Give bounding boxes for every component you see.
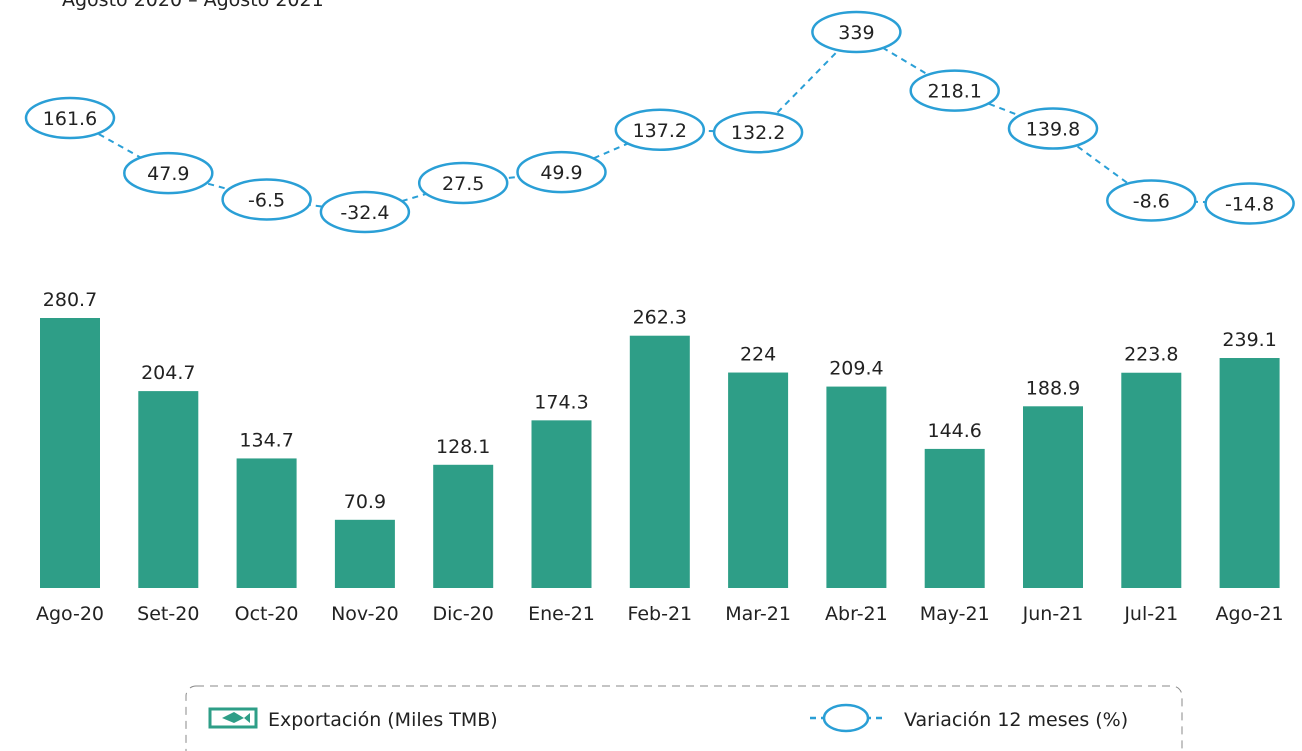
bar	[826, 386, 887, 588]
line-marker	[417, 161, 509, 205]
line-label: -14.8	[1225, 193, 1274, 215]
bar-label: 174.3	[534, 391, 588, 413]
bar-label: 262.3	[633, 307, 687, 329]
bar	[138, 391, 199, 588]
line-label: 137.2	[633, 120, 687, 142]
bar-label: 239.1	[1222, 329, 1276, 351]
bar-label: 134.7	[239, 429, 293, 451]
bar-label: 128.1	[436, 436, 490, 458]
x-tick-label: Ago-21	[1216, 603, 1284, 625]
x-tick-label: Jul-21	[1123, 603, 1178, 625]
bar-label: 144.6	[927, 420, 981, 442]
x-tick-label: Ago-20	[36, 603, 104, 625]
bar	[433, 464, 494, 588]
line-label: 161.6	[43, 108, 97, 130]
bar-label: 224	[740, 344, 776, 366]
legend-box	[185, 685, 1183, 751]
x-tick-label: Ene-21	[528, 603, 595, 625]
x-tick-label: Set-20	[137, 603, 199, 625]
x-tick-label: May-21	[920, 603, 990, 625]
line-marker	[811, 10, 902, 54]
line-marker	[1106, 179, 1197, 222]
line-marker	[123, 151, 214, 195]
bar	[531, 420, 592, 588]
x-tick-label: Dic-20	[433, 603, 494, 625]
line-marker	[319, 190, 411, 234]
bar	[924, 448, 985, 588]
legend-icon	[222, 712, 250, 723]
line-label: -8.6	[1133, 190, 1170, 212]
line-marker	[24, 96, 116, 140]
x-tick-label: Oct-20	[235, 603, 299, 625]
line-marker	[516, 150, 607, 194]
line-marker	[1204, 182, 1295, 225]
line-label: 132.2	[731, 122, 785, 144]
bar	[1023, 406, 1083, 588]
bar	[728, 372, 789, 588]
line-label: -6.5	[248, 189, 285, 211]
line-marker	[712, 110, 804, 154]
line-marker	[614, 108, 706, 152]
bar-label: 70.9	[344, 491, 386, 513]
x-tick-label: Jun-21	[1022, 603, 1084, 625]
bar-label: 209.4	[829, 358, 883, 380]
x-tick-label: Nov-20	[331, 603, 399, 625]
line-label: -32.4	[340, 202, 389, 224]
bar-label: 204.7	[141, 362, 195, 384]
line-marker	[221, 178, 312, 221]
x-tick-label: Abr-21	[825, 603, 888, 625]
bar	[236, 458, 297, 588]
line-label: 139.8	[1026, 119, 1080, 141]
line-marker	[1007, 107, 1099, 150]
line-label: 47.9	[147, 163, 189, 185]
line-label: 27.5	[442, 173, 484, 195]
bar-label: 188.9	[1026, 377, 1080, 399]
line-label: 339	[838, 22, 874, 44]
x-tick-label: Mar-21	[725, 603, 791, 625]
legend-label: Variación 12 meses (%)	[904, 709, 1128, 731]
legend-marker	[822, 703, 870, 733]
chart-subtitle: Agosto 2020 – Agosto 2021	[62, 0, 324, 11]
bar	[40, 318, 100, 588]
line-label: 218.1	[927, 81, 981, 103]
line-marker	[909, 69, 1000, 112]
bar	[629, 335, 690, 588]
bar	[1219, 358, 1280, 588]
bar	[334, 519, 395, 588]
bar-label: 223.8	[1124, 344, 1178, 366]
bar	[1121, 372, 1182, 588]
line-label: 49.9	[540, 162, 582, 184]
bar-label: 280.7	[43, 289, 97, 311]
x-tick-label: Feb-21	[627, 603, 692, 625]
legend-label: Exportación (Miles TMB)	[268, 709, 498, 731]
